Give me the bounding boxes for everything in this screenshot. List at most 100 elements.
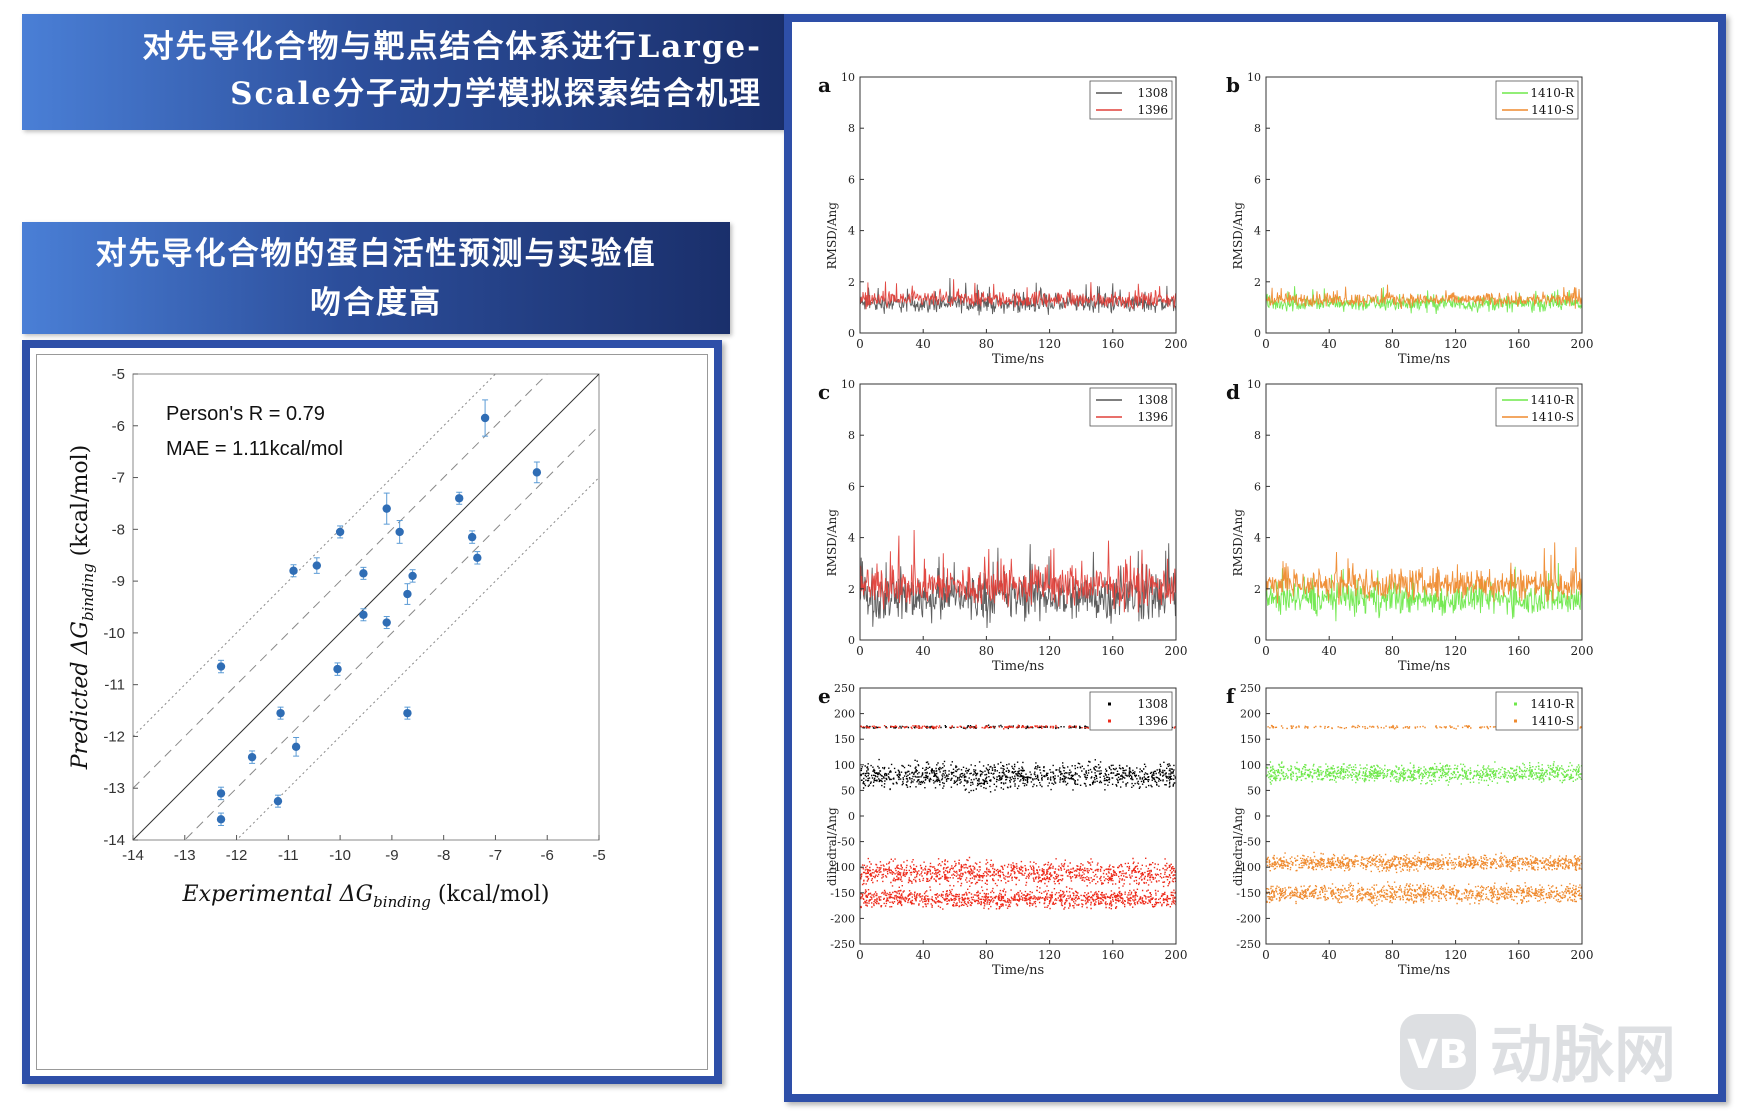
y-tick-label: 150 xyxy=(1240,733,1261,746)
data-point xyxy=(403,708,412,718)
y-tick-label: 0 xyxy=(1254,327,1261,340)
y-tick-label: 2 xyxy=(848,583,855,596)
legend-swatch-1396 xyxy=(1108,719,1111,723)
y-tick-label: -13 xyxy=(103,780,125,797)
x-tick-label: 120 xyxy=(1038,948,1061,962)
x-axis-label: Time/ns xyxy=(992,963,1044,978)
y-tick-label: 4 xyxy=(1254,532,1261,545)
title-banner-top: 对先导化合物与靶点结合体系进行Large- Scale分子动力学模拟探索结合机理 xyxy=(22,14,784,130)
data-point xyxy=(289,566,298,575)
scatter-panel-inner-frame xyxy=(36,354,708,1070)
x-tick-label: -13 xyxy=(174,847,196,864)
legend-box xyxy=(1495,387,1579,427)
x-tick-label: 40 xyxy=(1322,337,1337,351)
x-tick-label: 80 xyxy=(1385,948,1400,962)
y-tick-label: -14 xyxy=(103,832,125,849)
x-tick-label: 0 xyxy=(1262,948,1270,962)
y-tick-label: -100 xyxy=(1236,861,1261,874)
legend-label-1410-S: 1410-S xyxy=(1531,410,1574,424)
legend-label-1396: 1396 xyxy=(1137,103,1168,117)
y-tick-label: -6 xyxy=(112,418,125,435)
series-line-1410-S xyxy=(1266,284,1582,310)
series-points-1410-S xyxy=(1266,881,1582,907)
panel-letter: e xyxy=(818,684,831,708)
reference-line xyxy=(184,425,599,840)
x-tick-label: -14 xyxy=(122,847,144,864)
x-tick-label: 120 xyxy=(1038,337,1061,351)
series-group xyxy=(1266,724,1582,907)
watermark-text: 动脉网 xyxy=(1490,1018,1676,1091)
series-line-1396 xyxy=(860,279,1176,310)
x-tick-label: -8 xyxy=(437,847,450,864)
title-banner-mid: 对先导化合物的蛋白活性预测与实验值 吻合度高 xyxy=(22,222,730,334)
x-tick-label: 160 xyxy=(1101,948,1124,962)
x-axis-label: Time/ns xyxy=(1398,352,1450,367)
plot-frame xyxy=(1265,76,1583,334)
legend-box xyxy=(1495,691,1579,731)
x-tick-label: 80 xyxy=(979,644,994,658)
legend-label-1396: 1396 xyxy=(1137,714,1168,728)
y-tick-label: 6 xyxy=(848,480,855,493)
x-tick-label: 0 xyxy=(1262,644,1270,658)
md-chart-b: 0 40 80 120 160 200 0 2 4 6 8 10 Time/ns RMSD/Ang b 141… xyxy=(1226,71,1593,367)
y-tick-label: -10 xyxy=(103,625,125,642)
y-axis-label: dihedral/Ang xyxy=(1231,807,1245,886)
legend-label-1410-R: 1410-R xyxy=(1530,393,1575,407)
legend-label-1410-S: 1410-S xyxy=(1531,714,1574,728)
x-tick-label: 160 xyxy=(1507,948,1530,962)
data-point xyxy=(216,815,226,824)
y-tick-label: 6 xyxy=(1254,173,1261,186)
legend-box xyxy=(1089,691,1173,731)
x-tick-label: 160 xyxy=(1101,644,1124,658)
panel-letter: a xyxy=(818,73,831,97)
data-point xyxy=(480,413,490,423)
x-tick-label: -7 xyxy=(489,847,502,864)
x-tick-label: 40 xyxy=(1322,644,1337,658)
data-point xyxy=(216,789,226,798)
data-point xyxy=(333,664,342,674)
banner-top-line1: 对先导化合物与靶点结合体系进行Large- xyxy=(142,29,762,65)
banner-mid-line1: 对先导化合物的蛋白活性预测与实验值 xyxy=(95,236,657,272)
legend-label-1396: 1396 xyxy=(1137,410,1168,424)
data-point xyxy=(395,527,404,537)
x-axis-label: Time/ns xyxy=(1398,963,1450,978)
y-axis-label: RMSD/Ang xyxy=(825,509,839,577)
y-tick-label: -12 xyxy=(103,728,125,745)
legend-box xyxy=(1089,387,1173,427)
plot-frame xyxy=(859,383,1177,641)
data-point xyxy=(467,532,477,542)
data-point xyxy=(473,553,482,563)
series-group xyxy=(860,277,1176,316)
y-axis-label: RMSD/Ang xyxy=(1231,509,1245,577)
scatter-panel: -14 -13 -12 -11 -10 -9 -8 -7 -6 -5 -14 -13 -12 -11 -10… xyxy=(22,340,722,1084)
y-tick-label: 6 xyxy=(848,173,855,186)
panel-letter: c xyxy=(818,380,830,404)
reference-line xyxy=(133,374,548,789)
y-tick-label: 4 xyxy=(848,532,855,545)
x-tick-label: 200 xyxy=(1165,948,1188,962)
y-tick-label: 0 xyxy=(1254,634,1261,647)
legend-swatch-1410-R xyxy=(1514,702,1517,706)
series-points-1410-S xyxy=(1266,851,1582,874)
panel-letter: f xyxy=(1226,684,1236,708)
y-tick-label: -50 xyxy=(1243,836,1261,849)
data-point xyxy=(276,708,285,718)
plot-frame xyxy=(1265,383,1583,641)
y-tick-label: 4 xyxy=(848,225,855,238)
y-tick-label: 8 xyxy=(848,429,855,442)
data-point xyxy=(532,468,542,477)
watermark: VB 动脉网 xyxy=(1396,1006,1736,1098)
series-line-1410-S xyxy=(1266,542,1582,605)
plot-frame xyxy=(859,76,1177,334)
x-tick-label: -10 xyxy=(329,847,351,864)
legend-box xyxy=(1495,80,1579,120)
x-tick-label: 120 xyxy=(1444,948,1467,962)
data-point xyxy=(335,527,345,537)
y-tick-label: 2 xyxy=(1254,583,1261,596)
y-tick-label: -200 xyxy=(1236,912,1261,925)
legend-label-1308: 1308 xyxy=(1137,86,1168,100)
x-tick-label: 40 xyxy=(916,644,931,658)
y-tick-label: 8 xyxy=(1254,122,1261,135)
x-tick-label: 0 xyxy=(856,337,864,351)
data-point xyxy=(403,589,412,599)
